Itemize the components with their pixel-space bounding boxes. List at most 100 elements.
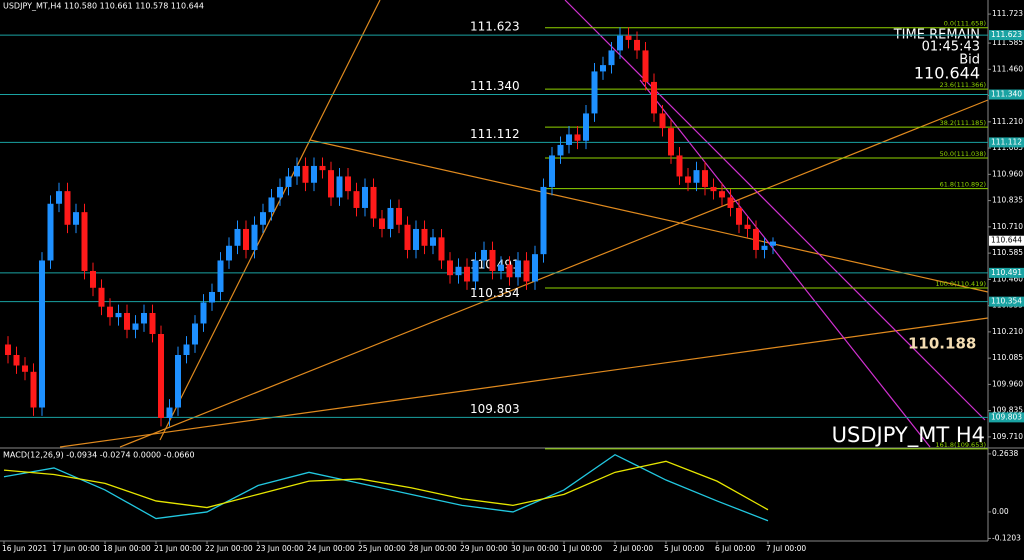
candle-body	[600, 65, 606, 72]
level-price-label: 110.491	[991, 268, 1022, 277]
level-price-box	[989, 296, 1024, 307]
trend-lines	[59, 0, 989, 448]
candle-body	[693, 170, 700, 183]
candle-body	[489, 249, 496, 271]
y-tick-label: 111.585	[992, 38, 1023, 47]
watermark: USDJPY_MT H4	[832, 423, 985, 448]
candle-body	[498, 264, 504, 271]
y-tick-label: 111.723	[992, 9, 1023, 18]
y-tick-label: 111.210	[992, 117, 1023, 126]
fib-label: 61.8(110.892)	[940, 181, 986, 189]
candle-body	[557, 144, 564, 156]
candle-body	[124, 312, 130, 330]
candle-body	[447, 260, 453, 276]
bid-label: Bid	[959, 53, 980, 68]
x-tick-label: 5 Jul 00:00	[664, 544, 704, 553]
candle-body	[761, 245, 768, 250]
candle-body	[166, 407, 173, 419]
level-label: 111.112	[470, 127, 520, 141]
candle-body	[370, 186, 377, 219]
candle-body	[192, 323, 198, 345]
level-price-label: 111.340	[991, 90, 1022, 99]
candle-body	[294, 165, 300, 177]
candle-body	[583, 113, 589, 141]
trend-line	[59, 317, 989, 448]
candle-body	[481, 249, 487, 261]
macd-y-tick-label: -0.1203	[992, 533, 1021, 542]
candle-body	[523, 260, 530, 282]
y-tick-label: 110.710	[992, 222, 1023, 231]
candle-body	[685, 176, 691, 183]
candle-body	[302, 165, 309, 183]
level-label: 111.623	[470, 20, 520, 34]
candle-body	[30, 371, 37, 408]
candle-body	[285, 176, 292, 187]
level-label: 110.354	[470, 286, 520, 300]
candle-body	[651, 81, 657, 114]
candle-body	[209, 291, 215, 303]
macd-y-tick-label: 0.2638	[992, 449, 1018, 458]
x-tick-label: 7 Jul 00:00	[766, 544, 806, 553]
trend-line	[309, 139, 989, 293]
candle-body	[251, 224, 258, 250]
candle-body	[421, 228, 428, 246]
candle-body	[702, 170, 708, 187]
candle-body	[243, 228, 249, 250]
x-tick-label: 1 Jul 00:00	[562, 544, 602, 553]
candle-body	[353, 191, 360, 208]
macd-y-tick-label: 0.00	[992, 507, 1009, 516]
x-tick-label: 23 Jun 00:00	[256, 544, 304, 553]
fib-label: 0.0(111.658)	[944, 20, 986, 28]
time-remain: 01:45:43	[922, 40, 980, 55]
level-price-box	[989, 30, 1024, 41]
candle-body	[362, 186, 368, 208]
level-price-box	[989, 89, 1024, 100]
candle-body	[566, 134, 572, 145]
candle-body	[56, 191, 62, 204]
y-tick-label: 110.085	[992, 353, 1023, 362]
x-tick-label: 25 Jun 00:00	[358, 544, 406, 553]
candle-body	[659, 113, 666, 129]
candle-body	[387, 207, 394, 229]
x-tick-label: 18 Jun 00:00	[103, 544, 151, 553]
candle-body	[532, 254, 538, 282]
candle-body	[634, 39, 640, 51]
candle-body	[676, 155, 683, 177]
candle-body	[260, 212, 266, 225]
channel-line	[639, 79, 931, 448]
candle-body	[736, 207, 742, 225]
level-price-box	[989, 412, 1024, 423]
candle-body	[753, 228, 759, 250]
y-tick-label: 110.460	[992, 274, 1023, 283]
candle-body	[515, 260, 521, 278]
y-tick-label: 110.585	[992, 248, 1023, 257]
candle-body	[98, 287, 105, 307]
x-tick-label: 29 Jun 00:00	[460, 544, 508, 553]
x-tick-label: 22 Jun 00:00	[205, 544, 253, 553]
level-price-box	[989, 267, 1024, 278]
candle-body	[379, 218, 385, 229]
candle-body	[226, 245, 232, 261]
candle-body	[404, 224, 411, 250]
candle-body	[47, 203, 54, 261]
candle-body	[396, 207, 402, 225]
candle-body	[472, 260, 479, 282]
level-price-label: 110.354	[991, 297, 1022, 306]
candle-body	[345, 176, 351, 192]
fib-label: 161.8(109.653)	[935, 441, 986, 449]
x-tick-label: 16 Jun 2021	[2, 544, 47, 553]
candle-body	[540, 186, 547, 255]
candle-body	[141, 312, 147, 324]
fib-label: 50.0(111.038)	[940, 150, 986, 158]
macd-line	[3, 460, 769, 511]
candle-body	[549, 155, 555, 187]
fib-label: 100.0(110.419)	[935, 280, 986, 288]
candle-body	[506, 264, 513, 278]
level-price-label: 111.112	[991, 137, 1022, 146]
candle-body	[617, 35, 623, 51]
y-tick-label: 110.835	[992, 196, 1023, 205]
candle-body	[277, 186, 283, 198]
